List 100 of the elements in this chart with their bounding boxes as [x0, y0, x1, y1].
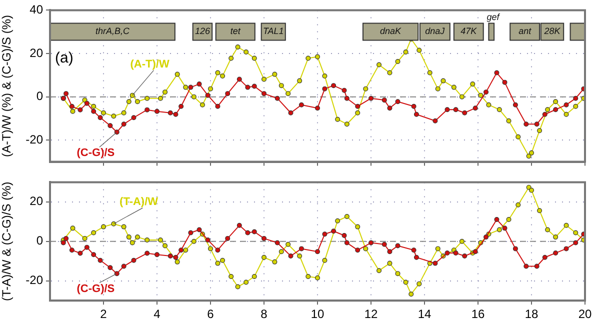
x-tick-label: 20	[578, 307, 592, 322]
point	[131, 258, 136, 263]
point	[69, 104, 74, 109]
point	[262, 91, 266, 96]
x-tick-label: 16	[471, 307, 485, 322]
point	[494, 70, 500, 76]
point	[502, 226, 508, 231]
point	[245, 84, 250, 90]
point	[502, 80, 508, 85]
point	[382, 242, 387, 247]
point	[453, 250, 458, 256]
x-tick-label: 2	[100, 307, 108, 322]
point	[432, 260, 438, 266]
point	[462, 110, 468, 116]
point	[395, 99, 400, 104]
x-tick-label: 8	[260, 307, 268, 322]
band-label: 126	[194, 26, 210, 36]
point	[414, 112, 419, 117]
point	[344, 96, 350, 101]
point	[168, 254, 173, 259]
point	[98, 258, 103, 263]
point	[553, 250, 558, 256]
point	[108, 123, 113, 128]
y-tick-label: 0	[36, 89, 44, 104]
annotation: (a)	[55, 49, 74, 66]
point	[288, 110, 294, 116]
x-tick-label: 6	[207, 307, 214, 322]
point	[288, 254, 294, 259]
point	[494, 216, 500, 222]
point	[331, 228, 336, 234]
point	[69, 248, 74, 253]
point	[78, 107, 83, 112]
band-label: tet	[230, 26, 241, 36]
point	[108, 265, 113, 270]
point	[411, 248, 416, 253]
point	[144, 107, 150, 112]
point	[472, 249, 478, 254]
point	[154, 252, 160, 258]
point	[84, 244, 90, 250]
point	[322, 86, 328, 92]
point	[322, 232, 328, 237]
point	[215, 248, 220, 253]
series-label: (A-T)/W	[130, 58, 170, 70]
point	[534, 264, 540, 269]
point	[262, 236, 266, 241]
point	[387, 106, 392, 111]
point	[196, 227, 202, 232]
band-label: TAL1	[262, 26, 284, 36]
point	[178, 104, 184, 109]
point	[524, 264, 529, 269]
point	[298, 102, 304, 108]
y-tick-label: 20	[30, 194, 44, 208]
point	[553, 107, 558, 112]
point	[188, 230, 194, 236]
point	[274, 240, 280, 246]
point	[78, 250, 83, 256]
point	[344, 240, 350, 246]
point	[512, 102, 518, 108]
point	[315, 249, 320, 254]
band-label: 47K	[460, 26, 478, 36]
point	[462, 254, 468, 259]
band-label: thrA,B,C	[95, 26, 130, 36]
y-tick-label: 0	[36, 234, 44, 248]
point	[236, 76, 242, 82]
point	[131, 115, 136, 120]
point	[205, 238, 210, 243]
point	[512, 246, 518, 252]
point	[382, 98, 387, 103]
point	[64, 236, 69, 241]
point	[368, 240, 374, 246]
point	[355, 248, 360, 253]
x-tick-label: 12	[364, 307, 378, 322]
series-label: (T-A)/W	[120, 196, 159, 208]
point	[274, 96, 280, 101]
point	[444, 250, 450, 256]
series-label: (C-G)/S	[76, 147, 115, 160]
point	[98, 115, 103, 120]
point	[411, 104, 416, 109]
band-label: ant	[518, 26, 532, 36]
point	[245, 230, 250, 236]
point	[444, 107, 450, 112]
point	[178, 248, 184, 253]
point	[453, 107, 458, 112]
point	[84, 100, 90, 106]
point	[355, 104, 360, 109]
point	[225, 91, 230, 96]
point	[60, 240, 66, 246]
point	[484, 234, 489, 240]
point	[342, 88, 347, 93]
y-tick-label: 40	[30, 2, 44, 17]
point	[91, 252, 96, 258]
point	[64, 91, 69, 96]
x-tick-label: 4	[154, 307, 161, 322]
point	[188, 84, 194, 90]
point	[534, 122, 540, 127]
y-tick-label: 20	[30, 46, 44, 60]
point	[564, 102, 569, 108]
x-tick-label: 18	[524, 307, 538, 322]
point	[173, 112, 178, 117]
y-axis-title: (T-A)/W & (C-G)/S (%)	[0, 182, 14, 302]
